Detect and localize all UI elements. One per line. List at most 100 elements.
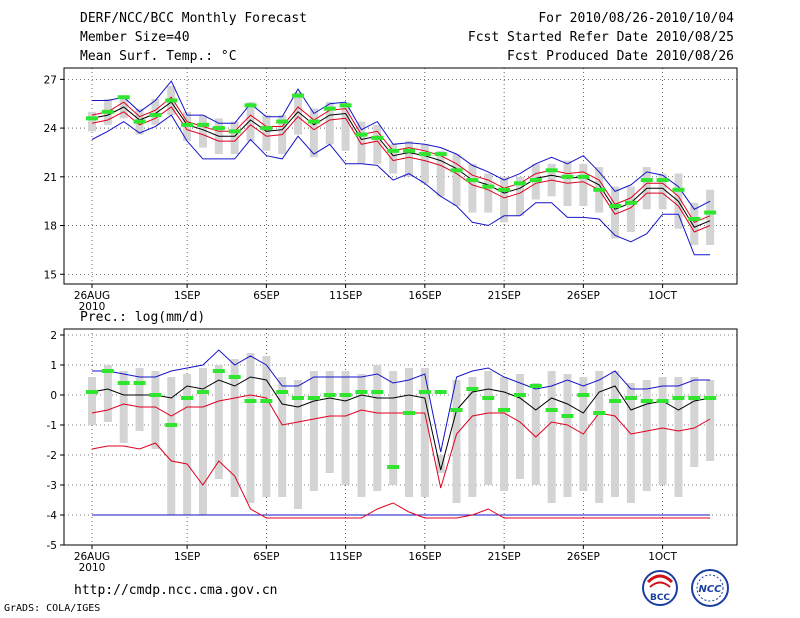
prec-y-tick-label: -1 — [47, 420, 57, 432]
temp-observed-mark — [434, 152, 447, 157]
prec-plot-frame — [63, 328, 738, 546]
temp-observed-mark — [529, 178, 542, 183]
prec-spread-box — [294, 380, 303, 509]
temp-observed-mark — [371, 135, 384, 140]
temp-observed-mark — [640, 178, 653, 183]
prec-spread-box — [595, 371, 604, 503]
prec-spread-box — [547, 371, 556, 503]
temp-observed-mark — [101, 109, 114, 114]
forecast-produced-date: Fcst Produced Date 2010/08/26 — [507, 49, 734, 64]
prec-observed-mark — [244, 399, 257, 403]
prec-lower-red-line — [91, 442, 711, 519]
temp-x-tick-label: 11SEP — [329, 290, 362, 302]
prec-observed-mark — [323, 393, 336, 397]
prec-observed-mark — [292, 396, 305, 400]
temp-observed-mark — [244, 103, 257, 108]
prec-x-tick-label: 26SEP — [567, 551, 600, 563]
prec-observed-mark — [403, 411, 415, 415]
prec-spread-box — [214, 365, 223, 479]
temp-observed-mark — [339, 103, 352, 108]
prec-observed-mark — [450, 408, 463, 412]
prec-observed-mark — [212, 369, 225, 373]
prec-observed-mark — [498, 408, 511, 412]
temp-observed-mark — [513, 181, 526, 186]
prec-observed-mark — [260, 399, 273, 403]
prec-spread-box — [674, 377, 683, 497]
temp-observed-mark — [403, 148, 415, 153]
prec-mean-line — [91, 376, 711, 471]
prec-observed-mark — [545, 408, 558, 412]
temp-observed-mark — [704, 210, 717, 215]
temp-spread-box — [294, 92, 303, 135]
temp-mean-line — [91, 101, 711, 228]
temp-observed-mark — [688, 217, 701, 222]
prec-y-tick-label: -4 — [47, 510, 58, 522]
temp-observed-mark — [656, 178, 669, 183]
prec-observed-mark — [149, 393, 162, 397]
logos: BCC NCC — [642, 569, 729, 607]
temp-observed-mark — [181, 122, 194, 127]
chart-title: DERF/NCC/BCC Monthly Forecast — [80, 11, 307, 26]
prec-observed-mark — [165, 423, 178, 427]
prec-spread-box — [341, 371, 350, 485]
prec-spread-box — [658, 377, 667, 485]
temp-observed-mark — [212, 126, 225, 131]
temp-x-tick-label: 26AUG — [74, 290, 110, 302]
temp-spread-box — [706, 189, 715, 246]
precip-label: Prec.: log(mm/d) — [80, 310, 206, 325]
temp-spread-box — [198, 115, 207, 148]
temp-spread-box — [357, 121, 366, 164]
temp-observed-mark — [482, 184, 495, 189]
prec-spread-box — [167, 377, 176, 515]
ncc-logo: NCC — [691, 569, 729, 607]
prec-observed-mark — [228, 375, 241, 379]
temp-observed-mark — [323, 106, 336, 111]
temp-observed-mark — [561, 174, 574, 179]
temp-observed-mark — [133, 119, 146, 124]
temp-observed-mark — [228, 129, 241, 134]
temp-observed-mark — [450, 168, 463, 173]
temp-spread-box — [88, 111, 96, 132]
grads-credit: GrADS: COLA/IGES — [4, 603, 101, 614]
prec-observed-mark — [640, 399, 653, 403]
prec-observed-mark — [181, 396, 194, 400]
prec-spread-box — [119, 371, 128, 443]
prec-spread-box — [309, 371, 318, 491]
temp-spread-box — [436, 150, 445, 197]
prec-y-tick-label: -5 — [47, 540, 57, 552]
prec-spread-box — [278, 377, 287, 497]
prec-observed-mark — [101, 369, 114, 373]
prec-observed-mark — [466, 387, 479, 391]
temp-observed-mark — [355, 132, 368, 137]
temp-y-tick-label: 24 — [44, 123, 58, 135]
prec-observed-mark — [561, 414, 574, 418]
prec-observed-mark — [117, 381, 130, 385]
temp-x-tick-label: 21SEP — [488, 290, 521, 302]
prec-observed-mark — [307, 396, 320, 400]
prec-x-tick-label: 1SEP — [174, 551, 200, 563]
temp-upper-red-line — [91, 96, 711, 223]
temp-observed-mark — [498, 187, 511, 192]
temp-x-tick-label: 1OCT — [648, 290, 677, 302]
prec-observed-mark — [196, 390, 209, 394]
prec-spread-box — [325, 371, 334, 473]
prec-spread-box — [484, 371, 493, 485]
prec-x-tick-label: 16SEP — [408, 551, 441, 563]
prec-observed-mark — [355, 390, 368, 394]
temp-spread-box — [468, 163, 477, 213]
temp-observed-mark — [276, 119, 289, 124]
prec-spread-box — [151, 371, 160, 449]
ncc-logo-text: NCC — [698, 584, 722, 595]
source-url[interactable]: http://cmdp.ncc.cma.gov.cn — [74, 583, 278, 598]
temp-observed-mark — [609, 204, 622, 209]
prec-observed-mark — [529, 384, 542, 388]
prec-x-tick-label: 21SEP — [488, 551, 521, 563]
temp-spread-box — [151, 98, 160, 125]
temp-upper-blue-line — [92, 80, 711, 210]
temp-spread-box — [452, 154, 461, 207]
prec-spread-box — [246, 353, 255, 503]
temp-observed-mark — [545, 168, 558, 173]
prec-spread-box — [531, 383, 540, 485]
prec-observed-mark — [513, 393, 526, 397]
